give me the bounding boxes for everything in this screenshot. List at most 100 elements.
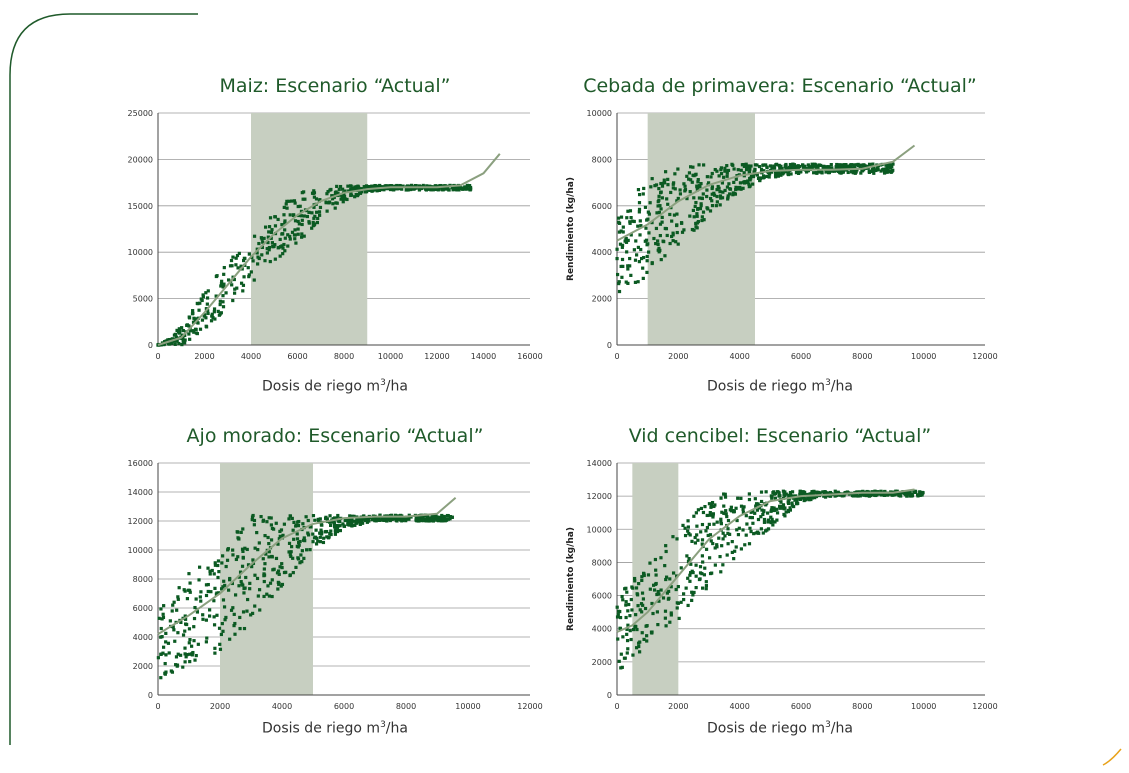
scatter-point: [654, 183, 659, 187]
scatter-point: [762, 517, 767, 522]
x-tick-label: 12000: [972, 352, 997, 361]
scatter-point: [788, 506, 792, 510]
scatter-point: [278, 245, 283, 249]
scatter-point: [719, 522, 723, 526]
scatter-point: [636, 593, 640, 597]
scatter-point: [788, 165, 792, 169]
scatter-point: [719, 172, 724, 176]
scatter-point: [656, 623, 660, 627]
scatter-point: [872, 493, 876, 497]
scatter-point: [855, 168, 859, 172]
y-tick-label: 0: [148, 691, 153, 700]
scatter-point: [832, 169, 837, 173]
scatter-point: [187, 572, 191, 576]
scatter-point: [217, 570, 221, 574]
scatter-point: [829, 166, 833, 170]
x-axis-label-vid: Dosis de riego m3/ha: [707, 720, 853, 737]
scatter-point: [318, 205, 323, 210]
scatter-point: [637, 201, 642, 205]
chart-title-maiz: Maiz: Escenario “Actual”: [219, 75, 451, 97]
scatter-point: [183, 333, 187, 338]
scatter-point: [619, 215, 624, 219]
scatter-point: [710, 199, 714, 203]
scatter-point: [700, 538, 705, 542]
scatter-point: [261, 240, 265, 244]
scatter-point: [292, 520, 296, 524]
scatter-point: [198, 327, 203, 331]
scatter-point: [704, 529, 708, 533]
scatter-point: [315, 210, 319, 214]
scatter-point: [293, 219, 298, 223]
scatter-point: [712, 522, 716, 526]
scatter-point: [686, 519, 690, 523]
scatter-point: [306, 533, 311, 537]
scatter-point: [212, 572, 216, 576]
scatter-point: [240, 547, 245, 551]
scatter-point: [696, 207, 700, 211]
scatter-point: [255, 251, 259, 255]
scatter-point: [786, 172, 791, 177]
scatter-point: [882, 493, 887, 497]
scatter-point: [705, 525, 710, 530]
scatter-point: [305, 548, 309, 552]
scatter-point: [216, 575, 220, 580]
scatter-point: [621, 264, 625, 269]
scatter-point: [774, 163, 778, 167]
scatter-point: [342, 524, 346, 528]
scatter-point: [715, 520, 719, 524]
scatter-point: [293, 201, 297, 205]
scatter-point: [636, 245, 640, 249]
scatter-point: [621, 225, 625, 229]
scatter-point: [694, 563, 698, 567]
scatter-point: [424, 187, 429, 191]
scatter-point: [837, 165, 841, 169]
scatter-point: [287, 550, 291, 554]
scatter-point: [442, 514, 446, 519]
scatter-point: [695, 214, 699, 218]
scatter-point: [213, 561, 217, 565]
scatter-point: [197, 565, 202, 569]
scatter-point: [660, 196, 664, 200]
scatter-point: [378, 183, 382, 188]
scatter-point: [654, 226, 659, 231]
scatter-point: [338, 524, 342, 528]
scatter-point: [218, 642, 222, 646]
scatter-point: [255, 576, 260, 581]
scatter-point: [801, 163, 805, 167]
scatter-point: [229, 608, 234, 612]
scatter-point: [237, 575, 241, 579]
scatter-point: [288, 213, 292, 217]
scatter-point: [318, 213, 322, 217]
y-tick-label: 0: [148, 341, 153, 350]
scatter-point: [743, 543, 747, 547]
scatter-point: [215, 591, 219, 595]
scatter-point: [685, 197, 689, 201]
scatter-point: [871, 168, 875, 172]
scatter-point: [174, 335, 178, 339]
scatter-point: [178, 331, 182, 335]
scatter-point: [331, 202, 335, 206]
scatter-point: [341, 197, 345, 201]
scatter-point: [837, 163, 842, 167]
scatter-point: [624, 600, 628, 604]
scatter-point: [784, 164, 788, 168]
scatter-point: [849, 169, 854, 174]
scatter-point: [236, 266, 240, 270]
scatter-point: [657, 599, 661, 603]
scatter-point: [781, 503, 786, 507]
y-tick-label: 15000: [128, 202, 153, 211]
scatter-point: [285, 199, 289, 203]
scatter-point: [860, 169, 864, 173]
chart-panel-maiz: Maiz: Escenario “Actual” 0 5000 10000 15000…: [120, 75, 550, 405]
scatter-point: [282, 205, 286, 210]
scatter-point: [656, 200, 660, 204]
scatter-point: [300, 232, 304, 236]
scatter-point: [756, 517, 761, 522]
scatter-point: [653, 184, 657, 188]
x-tick-label: 16000: [517, 352, 542, 361]
scatter-point: [689, 562, 693, 566]
scatter-point: [853, 164, 857, 168]
scatter-point: [736, 533, 741, 537]
scatter-point: [659, 207, 663, 211]
scatter-point: [213, 586, 217, 590]
